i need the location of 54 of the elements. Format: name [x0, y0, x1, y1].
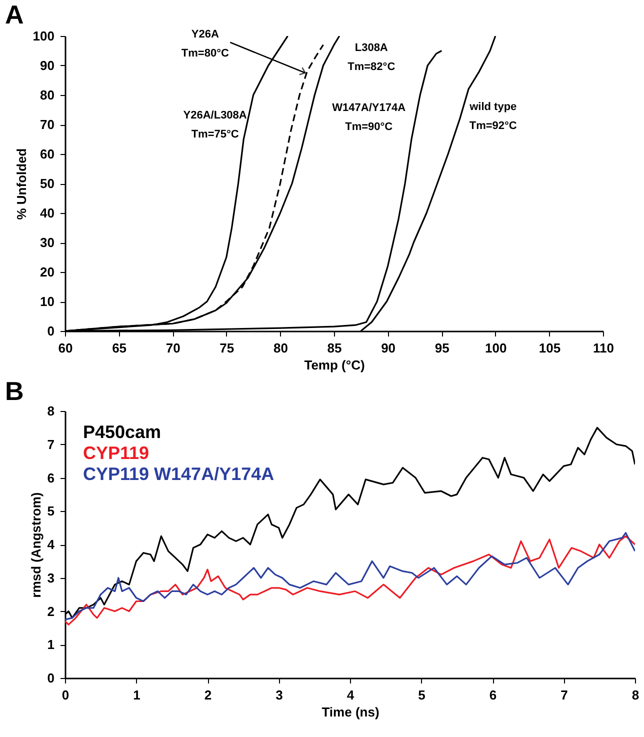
text: CYP119 W147A/Y174A	[83, 464, 274, 484]
y-tick-label: 6	[47, 470, 54, 486]
x-tick-label: 7	[560, 688, 568, 702]
y-tick-label: 3	[47, 570, 54, 586]
x-tick-label: 80	[273, 340, 288, 356]
y-axis-title: % Unfolded	[14, 148, 29, 220]
chart-title: A	[5, 0, 24, 30]
y-tick-label: 0	[47, 324, 54, 338]
y-axis-title: rmsd (Angstrom)	[28, 492, 44, 598]
annotation: Y26A Tm=80°C	[181, 28, 229, 60]
y-tick-label: 1	[47, 637, 54, 652]
annotation: W147A/Y174A Tm=90°C	[332, 102, 406, 133]
y-tick-label: 2	[47, 604, 54, 619]
text: P450cam	[83, 422, 162, 442]
annotation: Y26A/L308A Tm=75°C	[183, 110, 247, 141]
x-tick-label: 1	[133, 688, 140, 702]
x-tick-label: 65	[112, 340, 127, 356]
x-tick-label: 4	[346, 688, 355, 702]
y-tick-label: 80	[40, 88, 54, 102]
y-tick-label: 8	[47, 404, 54, 418]
x-tick-label: 110	[593, 340, 614, 356]
y-tick-label: 90	[40, 58, 54, 73]
text: CYP119	[83, 443, 150, 463]
y-tick-label: 5	[47, 504, 54, 519]
x-tick-label: 6	[489, 688, 497, 702]
x-tick-label: 85	[327, 340, 342, 356]
x-tick-label: 90	[381, 340, 396, 356]
y-tick-label: 10	[40, 294, 54, 309]
x-axis-title: Temp (°C)	[304, 358, 365, 372]
y-tick-label: 0	[47, 670, 54, 686]
annotation: L308A Tm=82°C	[348, 42, 396, 73]
x-tick-label: 95	[434, 340, 450, 356]
y-tick-label: 7	[47, 436, 54, 452]
x-tick-label: 100	[485, 340, 507, 356]
x-tick-label: 5	[418, 688, 426, 702]
y-tick-label: 40	[40, 206, 54, 220]
x-tick-label: 70	[166, 340, 180, 356]
x-tick-label: 8	[632, 688, 640, 702]
y-tick-label: 4	[47, 537, 56, 552]
y-tick-label: 70	[40, 117, 54, 132]
y-tick-label: 50	[40, 176, 54, 191]
y-tick-label: 100	[32, 28, 54, 44]
x-tick-label: 105	[538, 340, 561, 356]
y-tick-label: 30	[40, 235, 54, 250]
x-tick-label: 3	[276, 688, 283, 702]
annotation: wild type Tm=92°C	[468, 100, 517, 132]
x-tick-label: 60	[58, 340, 73, 356]
x-tick-label: 75	[220, 340, 234, 356]
x-tick-label: 0	[62, 688, 70, 702]
y-tick-label: 20	[40, 264, 54, 280]
chart-title: B	[5, 376, 24, 406]
x-tick-label: 2	[204, 688, 212, 702]
x-axis-title: Time (ns)	[322, 704, 380, 720]
y-tick-label: 60	[40, 146, 54, 162]
